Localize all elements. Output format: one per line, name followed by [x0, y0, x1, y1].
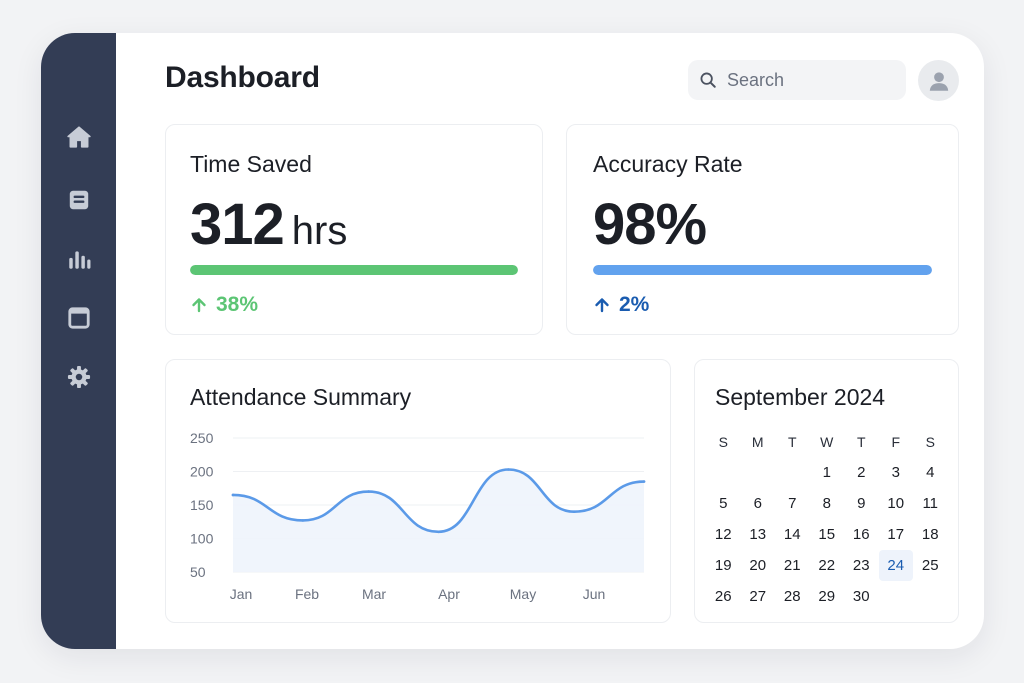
calendar-day[interactable]: 16: [852, 526, 870, 543]
calendar-blank: [775, 457, 810, 488]
y-tick-label: 200: [190, 464, 214, 480]
bar-chart-icon[interactable]: [65, 245, 93, 273]
data-point: [231, 493, 235, 497]
calendar-day[interactable]: 7: [788, 495, 797, 512]
accuracy-rate-title: Accuracy Rate: [593, 151, 743, 177]
time-saved-number: 312: [190, 192, 285, 257]
calendar-day[interactable]: 15: [818, 526, 836, 543]
x-tick-label: Jun: [583, 586, 606, 602]
data-point: [367, 490, 370, 493]
y-tick-label: 100: [190, 531, 214, 547]
accuracy-rate-progress-fill: [593, 265, 932, 275]
weekday-label: S: [925, 433, 935, 450]
y-tick-label: 150: [190, 497, 214, 513]
calendar-day[interactable]: 8: [822, 495, 831, 512]
calendar-day[interactable]: 1: [822, 464, 831, 481]
page-title: Dashboard: [165, 61, 320, 94]
calendar-day[interactable]: 3: [891, 464, 900, 481]
time-saved-unit: hrs: [291, 209, 348, 253]
document-icon[interactable]: [65, 186, 93, 214]
calendar-month-title: September 2024: [715, 384, 886, 410]
time-saved-delta-value: 38%: [216, 293, 259, 316]
weekday-label: T: [856, 433, 866, 450]
arrow-up-icon: [192, 298, 206, 313]
avatar[interactable]: [918, 60, 959, 101]
search-icon: [699, 71, 717, 89]
calendar-day-today[interactable]: 24: [878, 550, 913, 581]
time-saved-title: Time Saved: [190, 151, 312, 177]
accuracy-rate-value: 98%: [593, 192, 707, 257]
calendar-day[interactable]: 2: [857, 464, 866, 481]
calendar-day[interactable]: 13: [749, 526, 767, 543]
data-point: [301, 519, 305, 522]
calendar-day[interactable]: 29: [818, 588, 836, 605]
calendar-day[interactable]: 27: [749, 588, 767, 605]
attendance-summary-card: Attendance Summary 250 200 150 100 50 Jan Feb M…: [165, 359, 671, 623]
weekday-label: W: [820, 433, 834, 450]
x-tick-label: Jan: [230, 586, 253, 602]
search-bar[interactable]: [688, 60, 906, 100]
calendar-day[interactable]: 30: [852, 588, 870, 605]
calendar-day[interactable]: 21: [783, 557, 801, 574]
data-point: [642, 480, 646, 483]
calendar-day[interactable]: 22: [818, 557, 836, 574]
calendar-blank: [741, 457, 776, 488]
arrow-up-icon: [595, 298, 609, 313]
sidebar: [41, 33, 116, 649]
home-icon[interactable]: [65, 123, 93, 151]
weekday-label: T: [787, 433, 797, 450]
time-saved-value: 312 hrs: [190, 191, 347, 258]
time-saved-progress-fill: [190, 265, 518, 275]
calendar-day[interactable]: 25: [921, 557, 939, 574]
calendar-day[interactable]: 20: [749, 557, 767, 574]
calendar-day[interactable]: 23: [852, 557, 870, 574]
calendar-day[interactable]: 26: [714, 588, 732, 605]
calendar-blank: [706, 457, 741, 488]
calendar-card: September 2024 S M T W T F S 1 2 3 4 5 6 7 8 9 10 11 12 13 1…: [694, 359, 959, 623]
calendar-day[interactable]: 14: [783, 526, 801, 543]
series-area: [233, 469, 644, 572]
data-point: [507, 468, 510, 471]
time-saved-card: Time Saved 312 hrs 38%: [165, 124, 543, 335]
calendar-day[interactable]: 4: [926, 464, 935, 481]
search-input[interactable]: [727, 62, 897, 98]
x-tick-label: Feb: [295, 586, 319, 602]
calendar-day[interactable]: 5: [719, 495, 728, 512]
time-saved-progress: [190, 265, 518, 275]
weekday-label: S: [718, 433, 728, 450]
y-tick-label: 250: [190, 430, 214, 446]
data-point: [572, 510, 576, 513]
window-icon[interactable]: [65, 304, 93, 332]
x-tick-label: Apr: [438, 586, 460, 602]
calendar-day[interactable]: 9: [857, 495, 866, 512]
weekday-label: M: [751, 433, 764, 450]
x-tick-label: Mar: [362, 586, 386, 602]
time-saved-delta: 38%: [190, 293, 258, 317]
x-tick-label: May: [510, 586, 536, 602]
calendar-day[interactable]: 6: [753, 495, 762, 512]
accuracy-rate-delta: 2%: [593, 293, 649, 317]
calendar-day[interactable]: 10: [887, 495, 905, 512]
calendar-day[interactable]: 28: [783, 588, 801, 605]
calendar-day[interactable]: 12: [714, 526, 732, 543]
y-tick-label: 50: [190, 564, 206, 580]
data-point: [437, 530, 440, 534]
calendar-day[interactable]: 18: [921, 526, 939, 543]
attendance-line-chart: 250 200 150 100 50 Jan Feb Mar Apr May Jun: [190, 430, 646, 602]
accuracy-rate-delta-value: 2%: [619, 293, 650, 316]
user-icon: [929, 71, 948, 91]
gear-icon[interactable]: [65, 363, 93, 391]
weekday-label: F: [891, 433, 901, 450]
accuracy-rate-progress: [593, 265, 932, 275]
calendar-day[interactable]: 17: [887, 526, 905, 543]
attendance-summary-title: Attendance Summary: [190, 384, 412, 410]
accuracy-rate-card: Accuracy Rate 98% 2%: [566, 124, 959, 335]
calendar-day[interactable]: 19: [714, 557, 732, 574]
calendar-grid: S M T W T F S 1 2 3 4 5 6 7 8 9 10 11 12 13 14 15 16 17 18 19 20 21…: [706, 426, 948, 612]
calendar-day[interactable]: 11: [922, 495, 939, 512]
